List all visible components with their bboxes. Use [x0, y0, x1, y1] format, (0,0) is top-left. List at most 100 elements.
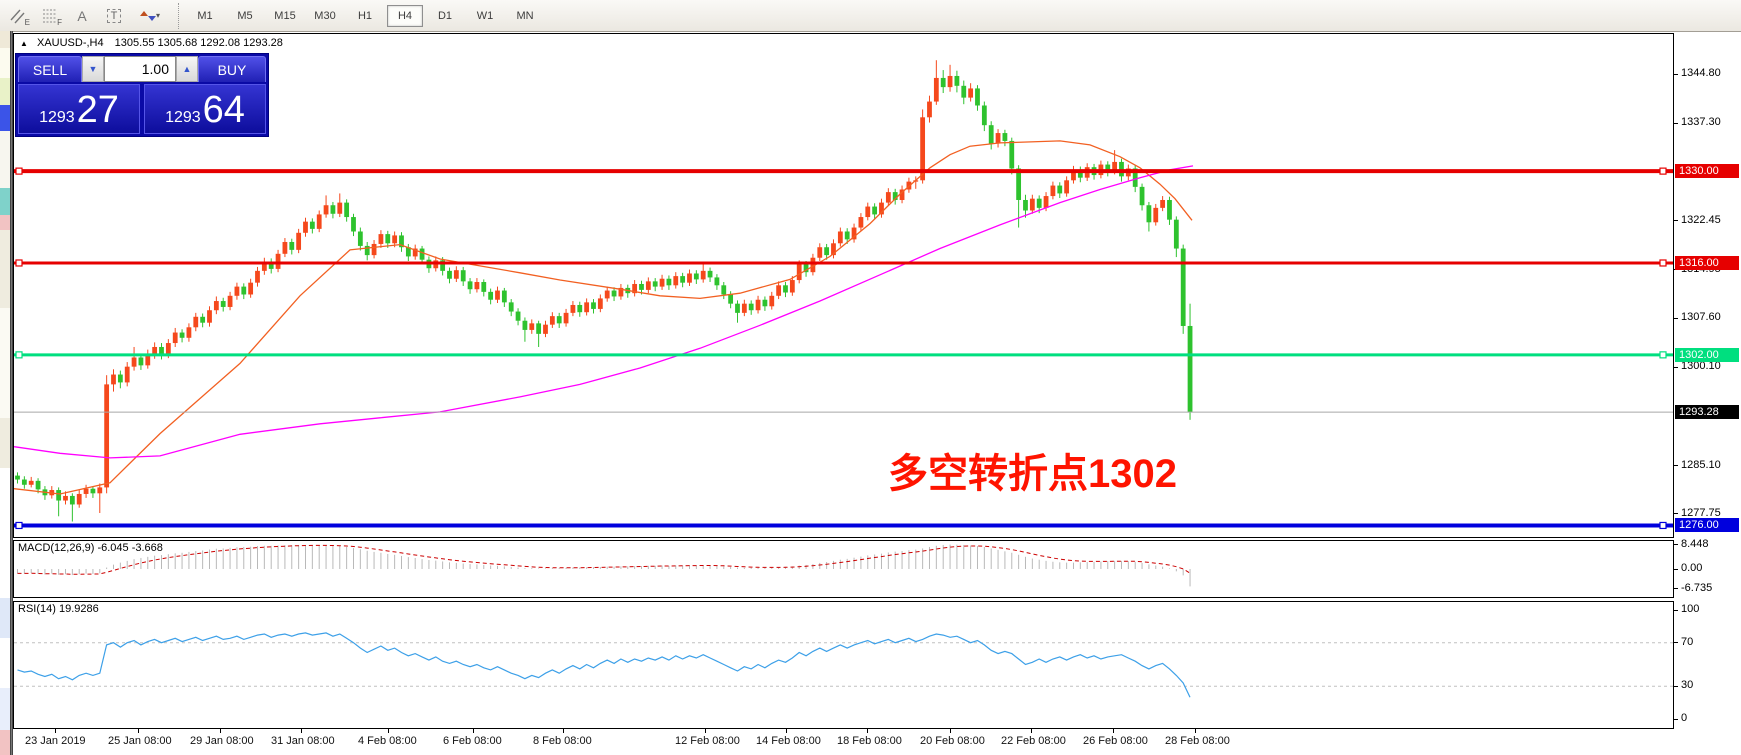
price-axis[interactable]: 1344.801337.301322.451314.951307.601300.… — [1674, 31, 1741, 731]
rsi-tick-mark — [1674, 642, 1678, 644]
candle-body — [981, 105, 987, 126]
candle-body — [920, 117, 926, 181]
tf-button-M5[interactable]: M5 — [237, 9, 253, 22]
hline-handle[interactable] — [15, 521, 23, 530]
tf-button-M1[interactable]: M1 — [197, 9, 213, 22]
candle-body — [604, 290, 610, 299]
rsi-label: RSI(14) 19.9286 — [18, 603, 99, 615]
fibonacci-glyph — [43, 9, 57, 22]
hline-handle[interactable] — [15, 167, 23, 175]
panel-edge-segment — [0, 105, 10, 131]
time-tick-mark — [867, 729, 868, 733]
ma-slow-line[interactable] — [14, 165, 1194, 459]
time-label: 12 Feb 08:00 — [675, 735, 740, 747]
candle-body — [1009, 140, 1015, 169]
price-tick-label: 1344.80 — [1681, 67, 1721, 79]
top-toolbar: E F A T ▾ M1 M5 M15 M30 H1 H4 D1 W1 MN — [0, 0, 1741, 32]
tf-button-M30[interactable]: M30 — [314, 9, 336, 22]
volume-increase-button[interactable]: ▲ — [176, 56, 198, 82]
candle-body — [659, 278, 665, 287]
candle-body — [810, 257, 816, 273]
candle-body — [933, 77, 939, 102]
candle-body — [940, 77, 946, 88]
arrows-tool-icon[interactable]: ▾ — [132, 4, 168, 28]
candle-body — [1002, 133, 1008, 141]
rsi-pane[interactable] — [13, 601, 1674, 729]
hline-handle[interactable] — [1659, 351, 1667, 359]
candle-body — [563, 312, 569, 324]
panel-edge-segment — [0, 188, 10, 215]
candle-body — [399, 235, 404, 248]
candle-body — [63, 495, 68, 501]
macd-tick-label: -6.735 — [1681, 581, 1713, 594]
candle-body — [577, 304, 583, 313]
candle-body — [303, 221, 308, 233]
panel-splitter[interactable] — [10, 31, 13, 755]
candle-body — [474, 282, 480, 290]
buy-button[interactable]: BUY — [198, 56, 266, 82]
volume-input[interactable] — [104, 56, 176, 82]
candle-body — [213, 301, 219, 311]
price-tick-mark — [1674, 122, 1678, 124]
rsi-chart — [14, 632, 1673, 698]
hline-handle[interactable] — [15, 351, 23, 359]
candle-body — [1105, 164, 1111, 172]
candle-body — [858, 217, 864, 228]
candle-body — [1043, 196, 1049, 208]
ma-fast-line[interactable] — [14, 140, 1193, 495]
candle-body — [988, 125, 994, 144]
hline-handle[interactable] — [15, 259, 23, 267]
candle-body — [152, 346, 158, 355]
fibonacci-icon[interactable]: F — [36, 4, 64, 28]
candle-body — [961, 85, 967, 98]
equidistant-channel-icon[interactable]: E — [4, 4, 32, 28]
hline-handle[interactable] — [1659, 521, 1667, 530]
collapse-panel-arrow-icon[interactable]: ▲ — [20, 39, 28, 48]
tf-button-H1[interactable]: H1 — [357, 9, 373, 22]
candle-body — [680, 276, 686, 283]
candle-body — [693, 273, 699, 280]
text-tool-icon[interactable]: T — [100, 4, 128, 28]
tool-sub-label: E — [24, 17, 30, 27]
candle-body — [536, 323, 542, 334]
time-axis[interactable]: 23 Jan 2019 25 Jan 08:00 29 Jan 08:00 31 Ja… — [13, 729, 1741, 755]
sell-price-display[interactable]: 1293 27 — [18, 84, 140, 134]
buy-price-display[interactable]: 1293 64 — [144, 84, 266, 134]
candle-body — [330, 205, 336, 214]
tf-button-W1[interactable]: W1 — [476, 9, 494, 22]
price-tick-mark — [1674, 220, 1678, 222]
candle-body — [419, 248, 425, 260]
candle-body — [97, 487, 103, 494]
chart-annotation[interactable]: 多空转折点1302 — [888, 452, 1177, 496]
text-label-icon[interactable]: A — [77, 7, 87, 24]
sell-button[interactable]: SELL — [18, 56, 82, 82]
hline-handle[interactable] — [1659, 259, 1667, 267]
tf-button-M15[interactable]: M15 — [274, 9, 296, 22]
tf-button-MN[interactable]: MN — [516, 9, 534, 22]
candle-body — [639, 283, 644, 290]
candle-body — [556, 316, 562, 324]
main-chart-pane[interactable] — [13, 33, 1674, 538]
time-label: 20 Feb 08:00 — [920, 735, 985, 747]
tf-button-H4[interactable]: H4 — [387, 4, 423, 27]
volume-decrease-button[interactable]: ▼ — [82, 56, 104, 82]
candle-body — [405, 247, 411, 257]
candle-body — [954, 75, 960, 86]
macd-pane[interactable] — [13, 540, 1674, 598]
candle-body — [851, 227, 857, 240]
tf-button-D1[interactable]: D1 — [437, 9, 453, 22]
candle-body — [968, 88, 974, 98]
hline-handle[interactable] — [1659, 167, 1667, 175]
candlestick-chart — [14, 60, 1673, 530]
price-tick-label: 1337.30 — [1681, 116, 1721, 129]
candle-body — [35, 480, 41, 490]
candle-body — [1180, 248, 1186, 326]
candle-body — [21, 479, 27, 485]
rsi-tick-label: 70 — [1681, 635, 1694, 648]
candle-body — [1132, 168, 1138, 187]
candle-body — [652, 281, 658, 287]
macd-tick-label: 0.00 — [1681, 562, 1703, 574]
time-label: 29 Jan 08:00 — [190, 735, 254, 747]
candle-body — [515, 311, 521, 321]
candle-body — [1146, 205, 1152, 223]
